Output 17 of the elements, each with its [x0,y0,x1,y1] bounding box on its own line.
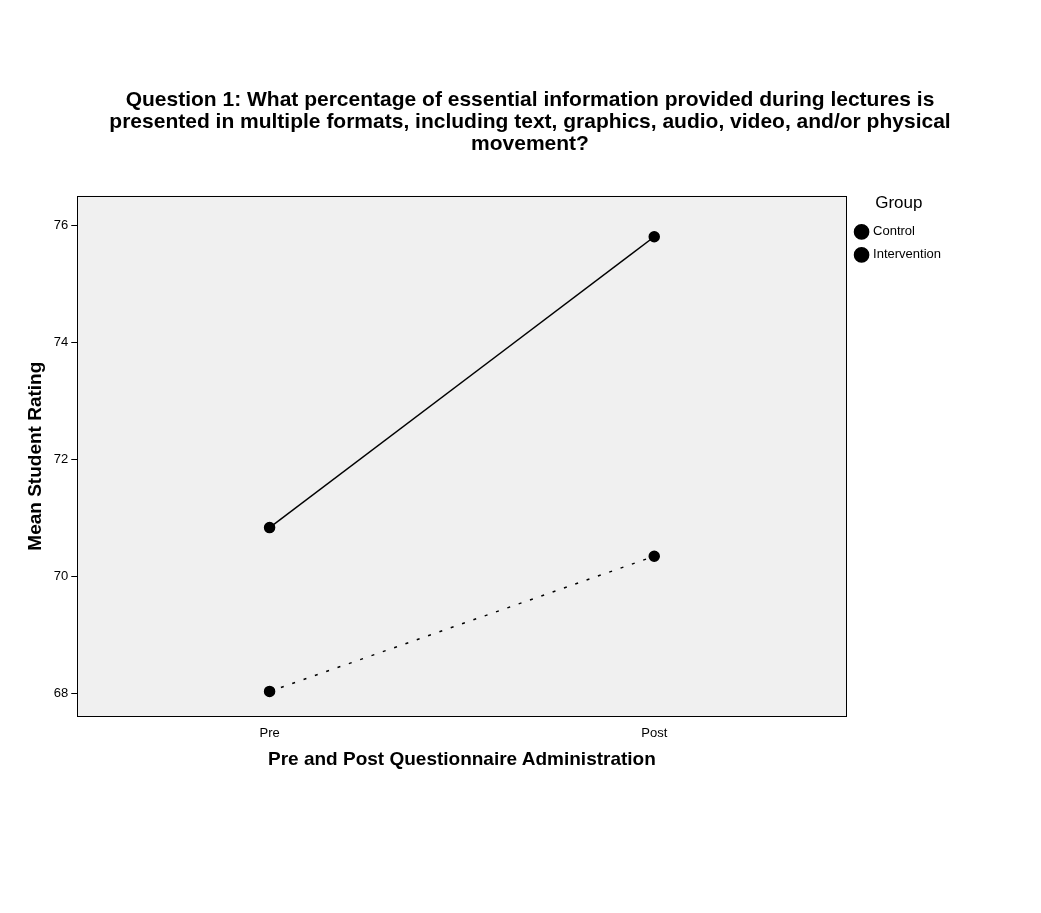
legend-label: Control [873,223,916,239]
legend-title: Group [875,193,923,213]
legend-label: Intervention [873,246,941,262]
y-axis-title: Mean Student Rating [23,361,45,551]
y-tick-label: 76 [53,216,69,232]
x-tick-label: Pre [259,724,280,740]
y-tick-label: 70 [53,567,69,583]
y-tick-label: 72 [53,450,69,466]
point [263,521,276,534]
point [648,550,660,563]
chart-title: Question 1: What percentage of essential information provided during lectures is presented in multiple formats, including text, graphics, audio, video, and/or physical movement? [108,87,952,154]
point [648,231,660,243]
point [263,685,276,698]
y-tick-label: 74 [53,333,69,349]
y-tick-label: 68 [53,684,69,700]
x-tick-label: Post [641,724,668,740]
x-axis-title: Pre and Post Questionnaire Administration [268,747,656,769]
